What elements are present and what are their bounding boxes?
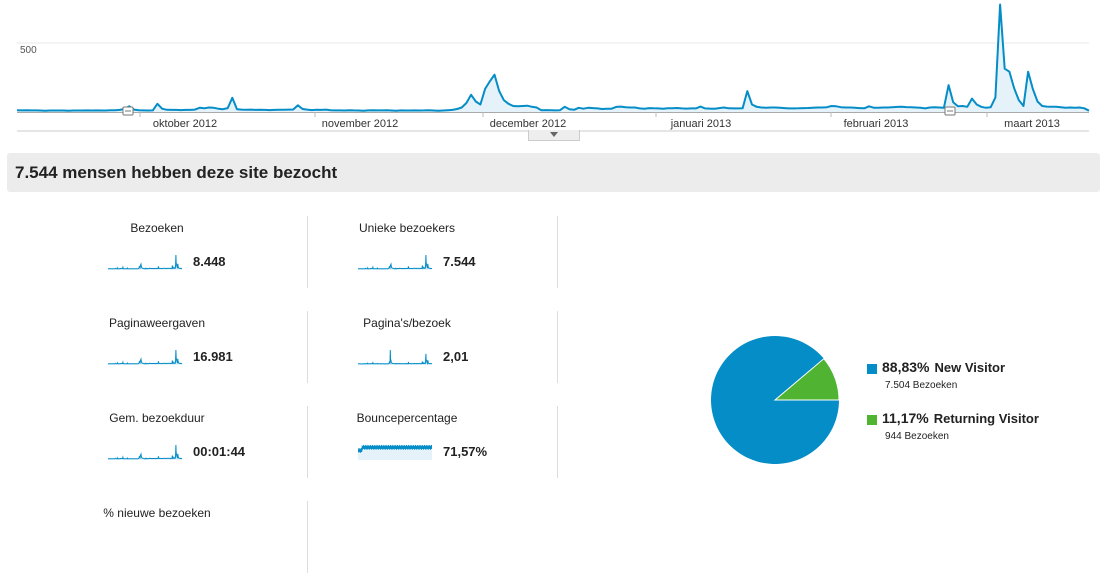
metric-value: 2,01 [443,349,469,364]
metric-label: Bouncepercentage [356,411,458,425]
metric-label: Pagina's/bezoek [363,316,451,330]
x-tick-label: november 2012 [322,118,398,130]
metric-value: 71,57% [443,444,488,459]
metric-value: 00:01:44 [193,444,246,459]
series-line [16,3,1090,112]
metric-card[interactable]: Pagina's/bezoek 2,01 [307,311,558,383]
legend-name-returning: Returning Visitor [933,411,1039,426]
metric-label: Gem. bezoekduur [109,411,205,425]
sparkline-area [358,255,432,270]
x-tick-label: december 2012 [490,118,566,130]
metric-card[interactable]: % nieuwe bezoeken [57,501,308,573]
sparkline-area [108,350,182,365]
sparkline-line [358,254,432,270]
metric-sparkline [108,254,182,270]
legend-swatch-new [867,364,877,374]
x-tick-label: februari 2013 [844,118,909,130]
metric-value: 7.544 [443,254,476,269]
pie-slice-returning-visitor[interactable] [773,357,840,401]
metric-sparkline [108,349,182,365]
page-title: 7.544 mensen hebben deze site bezocht [15,163,338,182]
x-tick-label: januari 2013 [670,118,732,130]
sparkline-area [108,255,182,270]
metric-divider [557,406,558,478]
legend-name-new: New Visitor [934,360,1006,375]
metric-label: Bezoeken [130,221,184,235]
metric-sparkline [358,349,432,365]
x-tick-label: maart 2013 [1004,118,1060,130]
metric-card[interactable]: Unieke bezoekers 7.544 [307,216,558,288]
legend-pct-new: 88,83% [882,359,930,375]
legend-sub-new: 7.504 Bezoeken [885,380,958,391]
chart-collapse-button[interactable] [528,130,580,141]
legend-sub-returning: 944 Bezoeken [885,431,949,442]
metric-card[interactable]: Gem. bezoekduur 00:01:44 [57,406,308,478]
metric-label: Paginaweergaven [108,316,206,330]
summary-header: 7.544 mensen hebben deze site bezocht [7,153,1100,192]
visitor-type-pie-chart[interactable] [700,325,850,475]
sparkline-line [108,349,182,365]
sparkline-line [358,444,432,453]
legend-swatch-returning [867,415,877,425]
chevron-down-icon [550,132,558,137]
metric-card[interactable]: Bezoeken 8.448 [57,216,308,288]
legend-pct-returning: 11,17% [882,410,929,426]
sparkline-line [108,254,182,270]
sparkline-area [108,445,182,460]
metric-divider [307,406,308,478]
metric-card[interactable]: Paginaweergaven 16.981 [57,311,308,383]
metric-value: 16.981 [193,349,233,364]
metric-divider [307,501,308,573]
x-tick-label: oktober 2012 [153,118,217,130]
metric-sparkline [358,444,432,460]
metric-label: Unieke bezoekers [358,221,456,235]
metric-divider [557,216,558,288]
metric-label: % nieuwe bezoeken [103,506,211,520]
y-tick-label: 500 [20,45,37,56]
metric-sparkline [358,254,432,270]
sparkline-line [108,444,182,460]
metric-divider [557,311,558,383]
sparkline-line [358,349,432,365]
sparkline-area [358,350,432,365]
metric-card[interactable]: Bouncepercentage 71,57% [307,406,558,478]
metric-value: 8.448 [193,254,226,269]
series-area [17,4,1089,112]
visits-line-chart[interactable]: 500 oktober 2012 november 2012 december 20… [0,0,1109,145]
metric-divider [307,216,308,288]
metric-divider [307,311,308,383]
metric-sparkline [108,444,182,460]
